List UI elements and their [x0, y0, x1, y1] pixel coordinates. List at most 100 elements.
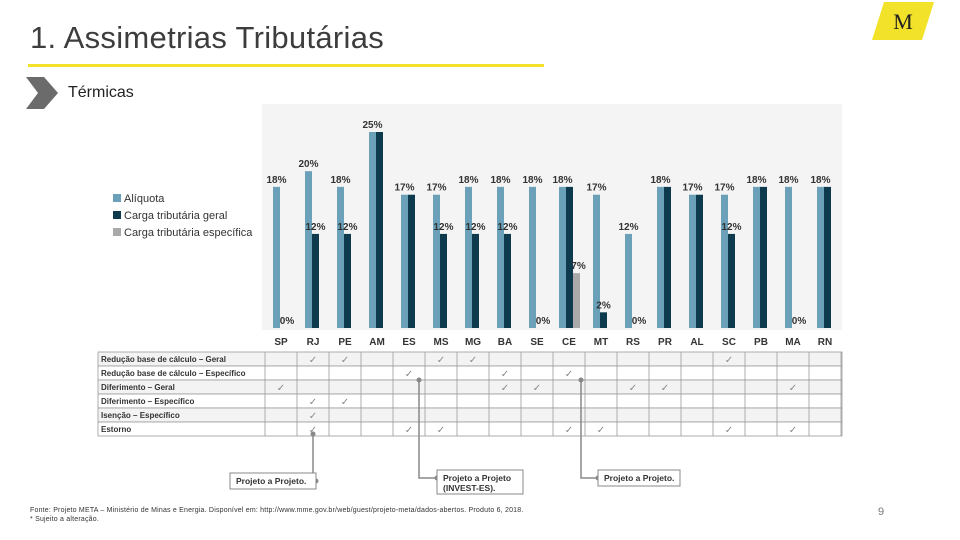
- label-aliquota-AL: 17%: [682, 183, 702, 194]
- bar-carga-geral-MT: [600, 312, 607, 328]
- label-carga-geral-RJ: 12%: [305, 222, 325, 233]
- bar-aliquota-RN: [817, 186, 824, 328]
- legend-label-0: Alíquota: [124, 193, 165, 205]
- tick-label-RN: RN: [818, 337, 832, 348]
- tick-label-AL: AL: [690, 337, 703, 348]
- bar-aliquota-ES: [401, 194, 408, 328]
- footer-source: Fonte: Projeto META – Ministério de Mina…: [30, 507, 524, 514]
- table-row-label-2: Diferimento – Geral: [101, 383, 175, 392]
- label-aliquota-SE: 18%: [522, 175, 542, 186]
- tick-label-AM: AM: [369, 337, 385, 348]
- legend-swatch-1: [113, 211, 121, 219]
- bar-aliquota-AM: [369, 132, 376, 328]
- callout-line-2: [580, 380, 598, 479]
- label-aliquota-PB: 18%: [746, 175, 766, 186]
- label-aliquota-AM: 25%: [362, 120, 382, 131]
- check-icon-5-MA: ✓: [789, 425, 797, 436]
- tick-label-MG: MG: [465, 337, 481, 348]
- bar-carga-geral-SC: [728, 233, 735, 328]
- table-row-5: [97, 421, 843, 437]
- check-icon-5-MS: ✓: [437, 425, 445, 436]
- logo-icon: M: [872, 2, 934, 40]
- bar-carga-geral-MS: [440, 233, 447, 328]
- tick-label-SC: SC: [722, 337, 736, 348]
- label-carga-especifica-CE: 7%: [571, 261, 586, 272]
- check-icon-0-SC: ✓: [725, 355, 733, 366]
- bar-aliquota-BA: [497, 186, 504, 328]
- label-aliquota-MT: 17%: [586, 183, 606, 194]
- table-row-label-0: Redução base de cálculo – Geral: [101, 355, 226, 364]
- callout-text-2-0: Projeto a Projeto.: [604, 473, 674, 483]
- tick-label-SP: SP: [274, 337, 288, 348]
- bar-aliquota-CE: [559, 186, 566, 328]
- label-aliquota-PE: 18%: [330, 175, 350, 186]
- table-row-label-1: Redução base de cálculo – Específico: [101, 369, 246, 378]
- check-icon-5-MT: ✓: [597, 425, 605, 436]
- check-icon-2-SE: ✓: [533, 383, 541, 394]
- callout-text-1-1: (INVEST-ES).: [443, 483, 495, 493]
- logo-letter: M: [893, 9, 913, 34]
- check-icon-0-RJ: ✓: [309, 355, 317, 366]
- page-title: 1. Assimetrias Tributárias: [30, 20, 385, 55]
- bar-carga-geral-PB: [760, 186, 767, 328]
- tick-label-ES: ES: [402, 337, 416, 348]
- check-icon-0-MG: ✓: [469, 355, 477, 366]
- callout-box-2: [597, 469, 681, 487]
- table-row-label-3: Diferimento – Específico: [101, 397, 194, 406]
- bar-aliquota-PE: [337, 186, 344, 328]
- label-carga-geral-RS: 0%: [632, 316, 647, 327]
- tick-label-CE: CE: [562, 337, 576, 348]
- bar-aliquota-SP: [273, 186, 280, 328]
- tick-label-MS: MS: [434, 337, 449, 348]
- chart-background: [262, 104, 842, 330]
- label-carga-geral-SE: 0%: [536, 316, 551, 327]
- tick-label-MA: MA: [785, 337, 801, 348]
- bar-carga-geral-PR: [664, 186, 671, 328]
- callout-line-1: [418, 380, 437, 479]
- label-carga-geral-MA: 0%: [792, 316, 807, 327]
- check-icon-2-RS: ✓: [629, 383, 637, 394]
- section-arrow-icon: [26, 77, 58, 109]
- bar-carga-geral-CE: [566, 186, 573, 328]
- footer-note: * Sujeito a alteração.: [30, 516, 99, 523]
- check-icon-2-SP: ✓: [277, 383, 285, 394]
- label-aliquota-RS: 12%: [618, 222, 638, 233]
- tick-label-PE: PE: [338, 337, 352, 348]
- legend-swatch-0: [113, 194, 121, 202]
- bar-aliquota-MA: [785, 186, 792, 328]
- legend-label-2: Carga tributária específica: [124, 227, 253, 239]
- legend-label-1: Carga tributária geral: [124, 210, 227, 222]
- label-carga-geral-SP: 0%: [280, 316, 295, 327]
- legend-swatch-2: [113, 228, 121, 236]
- label-aliquota-MG: 18%: [458, 175, 478, 186]
- bar-carga-geral-PE: [344, 233, 351, 328]
- tick-label-BA: BA: [498, 337, 512, 348]
- check-icon-2-PR: ✓: [661, 383, 669, 394]
- check-icon-0-PE: ✓: [341, 355, 349, 366]
- check-icon-4-RJ: ✓: [309, 411, 317, 422]
- label-aliquota-SP: 18%: [266, 175, 286, 186]
- callout-box-1: [436, 469, 524, 495]
- bar-carga-geral-ES: [408, 194, 415, 328]
- tick-label-PR: PR: [658, 337, 673, 348]
- label-aliquota-PR: 18%: [650, 175, 670, 186]
- label-aliquota-RJ: 20%: [298, 159, 318, 170]
- bar-aliquota-RS: [625, 233, 632, 328]
- page-number: 9: [878, 506, 885, 518]
- check-icon-0-MS: ✓: [437, 355, 445, 366]
- label-carga-geral-MG: 12%: [465, 222, 485, 233]
- label-aliquota-MA: 18%: [778, 175, 798, 186]
- bar-aliquota-MT: [593, 194, 600, 328]
- bar-carga-geral-RN: [824, 186, 831, 328]
- label-carga-geral-MS: 12%: [433, 222, 453, 233]
- bar-aliquota-MG: [465, 186, 472, 328]
- callout-box-0: [229, 472, 317, 490]
- bar-aliquota-MS: [433, 194, 440, 328]
- bar-carga-especifica-CE: [573, 273, 580, 328]
- label-aliquota-RN: 18%: [810, 175, 830, 186]
- tick-label-PB: PB: [754, 337, 768, 348]
- label-aliquota-BA: 18%: [490, 175, 510, 186]
- check-icon-1-CE: ✓: [565, 369, 573, 380]
- bar-aliquota-SC: [721, 194, 728, 328]
